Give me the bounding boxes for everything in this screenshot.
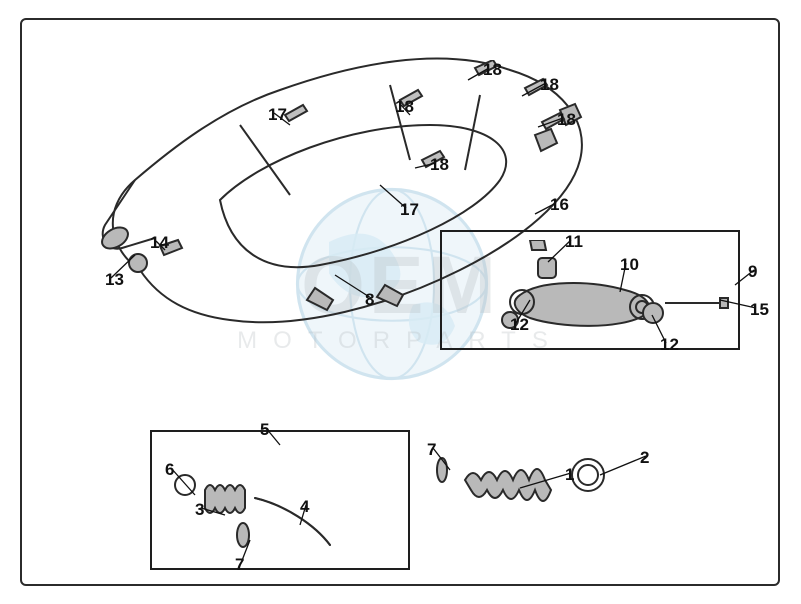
engine-hanger-sub-box	[440, 230, 740, 350]
diagram-canvas: OEM MOTORPARTS	[0, 0, 801, 604]
intake-pipe-sub-box	[150, 430, 410, 570]
